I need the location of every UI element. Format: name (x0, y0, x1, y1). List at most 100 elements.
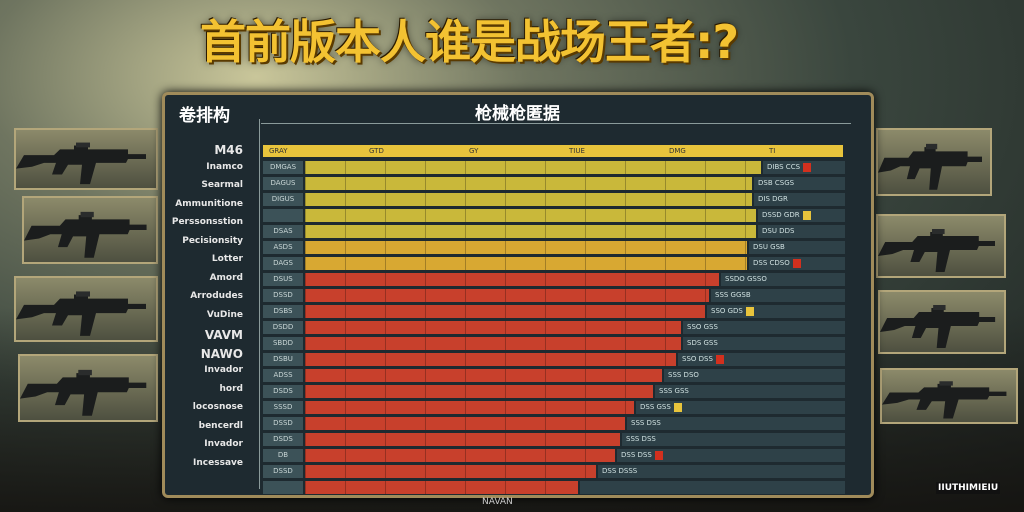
stat-bar (305, 289, 709, 302)
rifle-image (878, 290, 1006, 354)
row-values: SSS GSS (655, 385, 845, 398)
row-category-label: locosnose (192, 402, 243, 412)
table-row: DSUS SSDO GSSO (263, 273, 845, 286)
header-cell: TIUE (569, 147, 585, 155)
row-category-label: NAWO (200, 346, 243, 361)
table-row: ADSS SSS DSO (263, 369, 845, 382)
stat-bar (305, 465, 596, 478)
row-category-label: Perssonsstion (171, 217, 243, 227)
row-values: SSS GGSB (711, 289, 845, 302)
row-values: DSS GSS (636, 401, 845, 414)
row-values: SSO GSS (683, 321, 845, 334)
table-row: DIGUS DIS DGR (263, 193, 845, 206)
row-category-label: M46 (214, 143, 243, 157)
row-values-text: SDS GSS (687, 339, 718, 347)
stat-bar (305, 241, 747, 254)
status-marker (745, 306, 754, 316)
row-values (580, 481, 845, 494)
row-label: ADSS (263, 369, 303, 382)
row-values-text: DSU GSB (753, 243, 785, 251)
row-values-text: SSDO GSSO (725, 275, 767, 283)
rifle-image (14, 128, 158, 190)
stat-bar (305, 385, 653, 398)
row-values-text: SSO DSS (682, 355, 713, 363)
table-row: DSBU SSO DSS (263, 353, 845, 366)
header-cell: TI (769, 147, 776, 155)
row-label: DSDS (263, 433, 303, 446)
row-category-label: Pecisionsity (182, 235, 243, 246)
row-label: DAGUS (263, 177, 303, 190)
row-values-text: SSS GGSB (715, 291, 751, 299)
row-values: DSSD GDR (758, 209, 845, 222)
row-values-text: DSS DSS (621, 451, 652, 459)
table-row: ASDS DSU GSB (263, 241, 845, 254)
row-label: DB (263, 449, 303, 462)
row-values-text: DIS DGR (758, 195, 788, 203)
stat-bar (305, 417, 625, 430)
status-marker (803, 162, 812, 172)
row-label (263, 209, 303, 222)
watermark: IIUTHIMIEIU (936, 482, 1001, 494)
row-values: DSS DSS (617, 449, 845, 462)
table-row: DSAS DSU DDS (263, 225, 845, 238)
row-label: DSUS (263, 273, 303, 286)
status-marker (802, 210, 811, 220)
row-label: ASDS (263, 241, 303, 254)
row-label (263, 481, 303, 494)
header-cell: GTD (369, 147, 384, 155)
stat-bar (305, 225, 756, 238)
status-marker (715, 354, 724, 364)
row-values: DSS DSSS (598, 465, 845, 478)
row-values: DIBS CCS (763, 161, 845, 174)
table-row: DSSD SSS DSS (263, 417, 845, 430)
stat-bar (305, 449, 615, 462)
table-row: DSDS SSS DSS (263, 433, 845, 446)
rifle-image (876, 128, 992, 196)
rifle-image (880, 368, 1018, 424)
row-category-label: hord (219, 383, 243, 394)
rifle-image (18, 354, 158, 422)
row-values: DSU GSB (749, 241, 845, 254)
header-cell: GRAY (269, 147, 288, 155)
stat-bar (305, 433, 620, 446)
stat-bar (305, 209, 756, 222)
row-values-text: SSO GSS (687, 323, 718, 331)
row-category-label: VuDine (206, 309, 243, 320)
row-label: DSAS (263, 225, 303, 238)
row-values-text: DSB CSGS (758, 179, 795, 187)
row-values-text: SSS DSS (626, 435, 656, 443)
table-row: DB DSS DSS (263, 449, 845, 462)
panel-title: 卷排构 (179, 106, 230, 126)
table-row: DSSD SSS GGSB (263, 289, 845, 302)
rifle-image (14, 276, 158, 342)
row-values-text: SSO GDS (711, 307, 743, 315)
row-values: SSO GDS (707, 305, 845, 318)
stat-bar (305, 321, 681, 334)
stat-bar (305, 257, 747, 270)
table-row: DMGAS DIBS CCS (263, 161, 845, 174)
table-row: DAGUS DSB CSGS (263, 177, 845, 190)
row-category-label: Arrodudes (190, 291, 243, 301)
footer-text: NAVAN (482, 497, 513, 507)
row-values: SSO DSS (678, 353, 845, 366)
status-marker (792, 258, 801, 268)
row-values-text: DSS CDSO (753, 259, 790, 267)
header-cell: DMG (669, 147, 686, 155)
row-values-text: DIBS CCS (767, 163, 801, 171)
table-row: DSDS SSS GSS (263, 385, 845, 398)
stat-bar (305, 337, 681, 350)
row-category-label: Searmal (201, 180, 243, 190)
row-category-label: VAVM (204, 328, 243, 342)
stats-panel: 卷排构 枪械枪匿据 GRAY GTD GY TIUE DMG TI M46 Inamco Se… (162, 92, 874, 498)
table-title: 枪械枪匿据 (475, 104, 560, 124)
row-values: SDS GSS (683, 337, 845, 350)
row-label: DIGUS (263, 193, 303, 206)
stat-bar (305, 353, 676, 366)
table-row: DSSD GDR (263, 209, 845, 222)
row-values: SSDO GSSO (721, 273, 845, 286)
row-category-label: Invador (204, 439, 243, 449)
table-row: SBDD SDS GSS (263, 337, 845, 350)
axis-line-vertical (259, 119, 260, 489)
stat-bar (305, 481, 578, 494)
row-values: SSS DSS (627, 417, 845, 430)
